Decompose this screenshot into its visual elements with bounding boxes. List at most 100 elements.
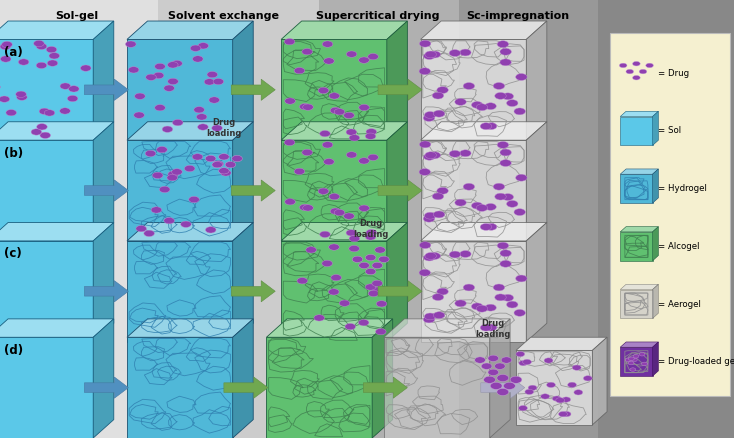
Polygon shape	[281, 122, 407, 140]
Circle shape	[631, 358, 637, 362]
Circle shape	[359, 205, 369, 212]
Circle shape	[329, 194, 340, 200]
Circle shape	[497, 41, 509, 48]
Polygon shape	[0, 39, 93, 140]
Circle shape	[219, 168, 229, 174]
Circle shape	[68, 95, 78, 102]
Polygon shape	[93, 319, 114, 438]
Text: = Drug: = Drug	[658, 69, 689, 78]
Polygon shape	[0, 241, 93, 342]
FancyArrow shape	[84, 281, 128, 302]
Circle shape	[619, 63, 627, 68]
Circle shape	[151, 207, 161, 213]
Circle shape	[514, 208, 526, 215]
Polygon shape	[281, 21, 407, 39]
Circle shape	[47, 60, 58, 66]
Polygon shape	[372, 319, 393, 438]
Polygon shape	[421, 21, 547, 39]
Circle shape	[437, 288, 448, 295]
Circle shape	[424, 53, 435, 60]
Circle shape	[488, 355, 498, 361]
Circle shape	[485, 204, 496, 210]
Circle shape	[204, 79, 215, 85]
Circle shape	[424, 254, 435, 261]
Circle shape	[1, 56, 11, 62]
Circle shape	[330, 208, 341, 214]
Circle shape	[471, 102, 483, 108]
Polygon shape	[281, 140, 387, 241]
Circle shape	[633, 75, 640, 80]
Polygon shape	[266, 337, 372, 438]
Circle shape	[44, 110, 55, 116]
Circle shape	[459, 150, 471, 157]
Circle shape	[349, 135, 360, 141]
Circle shape	[562, 397, 570, 402]
Circle shape	[497, 374, 509, 381]
Circle shape	[37, 124, 47, 130]
Circle shape	[379, 256, 389, 262]
Polygon shape	[620, 232, 653, 261]
Circle shape	[506, 201, 518, 207]
Polygon shape	[620, 284, 658, 290]
Circle shape	[345, 323, 355, 330]
Polygon shape	[387, 223, 407, 342]
Circle shape	[628, 357, 634, 360]
Circle shape	[349, 236, 360, 242]
Circle shape	[424, 153, 435, 160]
Circle shape	[495, 294, 506, 301]
Circle shape	[172, 60, 182, 67]
Circle shape	[476, 104, 487, 111]
Circle shape	[500, 48, 512, 55]
Circle shape	[432, 193, 444, 200]
Polygon shape	[233, 319, 253, 438]
Polygon shape	[653, 226, 658, 261]
Circle shape	[514, 309, 526, 316]
Polygon shape	[387, 21, 407, 140]
Circle shape	[346, 129, 357, 135]
Circle shape	[302, 49, 313, 55]
Polygon shape	[620, 169, 658, 174]
FancyArrow shape	[378, 180, 422, 201]
Text: (c): (c)	[4, 247, 21, 261]
Circle shape	[419, 169, 431, 175]
Circle shape	[302, 205, 313, 211]
Circle shape	[476, 205, 487, 212]
Circle shape	[633, 354, 639, 358]
Polygon shape	[127, 122, 253, 140]
Polygon shape	[233, 21, 253, 140]
Polygon shape	[516, 350, 592, 425]
Circle shape	[368, 53, 378, 60]
Circle shape	[164, 85, 175, 92]
Polygon shape	[620, 342, 658, 347]
Polygon shape	[127, 223, 253, 241]
Circle shape	[516, 74, 527, 81]
Circle shape	[189, 196, 200, 203]
Circle shape	[375, 247, 385, 253]
Circle shape	[134, 93, 145, 99]
Circle shape	[40, 132, 51, 138]
Circle shape	[495, 92, 506, 99]
Circle shape	[329, 244, 339, 250]
Bar	[598, 0, 734, 438]
Circle shape	[574, 390, 583, 395]
Polygon shape	[421, 140, 526, 241]
Text: = Sol: = Sol	[658, 127, 682, 135]
FancyArrow shape	[84, 79, 128, 100]
Circle shape	[167, 174, 178, 181]
Circle shape	[146, 74, 156, 81]
Circle shape	[506, 301, 518, 308]
Circle shape	[366, 230, 377, 236]
Circle shape	[299, 103, 310, 110]
Circle shape	[425, 152, 437, 159]
Circle shape	[419, 269, 431, 276]
Circle shape	[128, 67, 139, 73]
Bar	[0, 0, 158, 438]
Circle shape	[514, 108, 526, 115]
Circle shape	[429, 253, 440, 259]
Circle shape	[525, 389, 534, 395]
Circle shape	[437, 87, 448, 93]
Polygon shape	[620, 347, 653, 376]
Circle shape	[284, 39, 295, 45]
Polygon shape	[421, 122, 547, 140]
Text: Sol-gel: Sol-gel	[56, 11, 98, 21]
